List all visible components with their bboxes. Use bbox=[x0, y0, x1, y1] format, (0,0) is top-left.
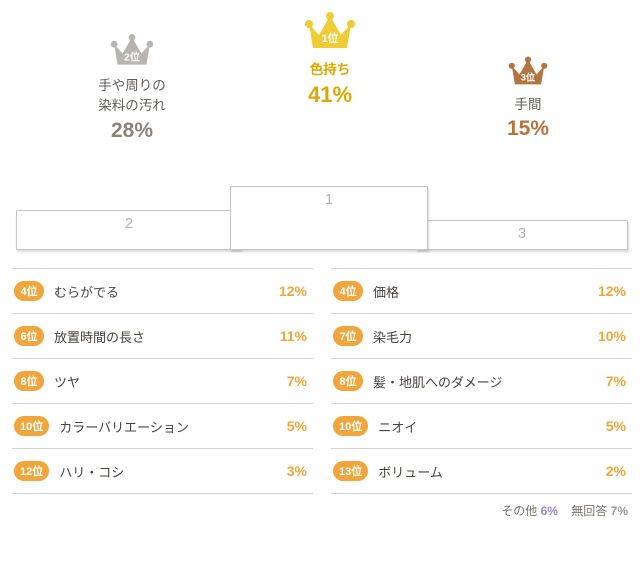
list-right: 4位価格12%7位染毛力10%8位髪・地肌へのダメージ7%10位ニオイ5%13位… bbox=[331, 268, 632, 494]
crown-icon-silver: 2位 bbox=[109, 32, 155, 70]
rank-badge: 7位 bbox=[333, 326, 363, 346]
rank-badge: 12位 bbox=[14, 461, 49, 481]
podium: 1位 色持ち 41% 2位 手や周りの 染料の汚れ 28% 3位 手間 15% … bbox=[12, 10, 632, 250]
podium-step-2: 2 bbox=[16, 210, 242, 250]
rank-badge: 10位 bbox=[14, 416, 49, 436]
list-item: 8位ツヤ7% bbox=[12, 359, 313, 404]
list-item: 10位ニオイ5% bbox=[331, 404, 632, 449]
rank-badge: 6位 bbox=[14, 326, 44, 346]
footer-noanswer-pct: 7% bbox=[611, 504, 628, 518]
row-label: ツヤ bbox=[54, 372, 287, 391]
list-item: 8位髪・地肌へのダメージ7% bbox=[331, 359, 632, 404]
row-label: ハリ・コシ bbox=[59, 462, 287, 481]
crown-icon-bronze: 3位 bbox=[507, 55, 549, 89]
footer-noanswer: 無回答 7% bbox=[571, 502, 628, 519]
list-item: 13位ボリューム2% bbox=[331, 449, 632, 494]
row-pct: 5% bbox=[287, 418, 307, 434]
top-second-label: 手や周りの 染料の汚れ bbox=[42, 76, 222, 117]
top-first-label: 色持ち bbox=[230, 60, 430, 80]
top-third-pct: 15% bbox=[440, 117, 616, 141]
crown-rank-1: 1位 bbox=[321, 31, 338, 45]
row-pct: 11% bbox=[280, 328, 307, 344]
row-pct: 3% bbox=[287, 463, 307, 479]
row-label: むらがでる bbox=[54, 282, 279, 301]
row-label: 染毛力 bbox=[373, 327, 598, 346]
row-label: 髪・地肌へのダメージ bbox=[373, 372, 606, 391]
podium-step-1: 1 bbox=[230, 186, 428, 250]
rank-badge: 13位 bbox=[333, 461, 368, 481]
row-pct: 5% bbox=[606, 418, 626, 434]
footer: その他 6% 無回答 7% bbox=[12, 502, 632, 519]
footer-other: その他 6% bbox=[501, 502, 558, 519]
footer-other-pct: 6% bbox=[541, 504, 558, 518]
list-item: 6位放置時間の長さ11% bbox=[12, 314, 313, 359]
row-pct: 12% bbox=[598, 283, 626, 299]
crown-rank-3: 3位 bbox=[521, 72, 536, 83]
rank-badge: 8位 bbox=[14, 371, 44, 391]
podium-third: 3位 手間 15% bbox=[440, 55, 616, 141]
list-item: 10位カラーバリエーション5% bbox=[12, 404, 313, 449]
list-item: 7位染毛力10% bbox=[331, 314, 632, 359]
row-pct: 7% bbox=[287, 373, 307, 389]
rank-badge: 4位 bbox=[14, 281, 44, 301]
list-left: 4位むらがでる12%6位放置時間の長さ11%8位ツヤ7%10位カラーバリエーショ… bbox=[12, 268, 313, 494]
row-pct: 10% bbox=[598, 328, 626, 344]
rank-badge: 4位 bbox=[333, 281, 363, 301]
top-third-label: 手間 bbox=[440, 95, 616, 115]
row-label: 放置時間の長さ bbox=[54, 327, 280, 346]
rank-badge: 10位 bbox=[333, 416, 368, 436]
row-pct: 7% bbox=[606, 373, 626, 389]
row-label: ボリューム bbox=[378, 462, 606, 481]
footer-noanswer-label: 無回答 bbox=[571, 504, 607, 518]
crown-rank-2: 2位 bbox=[124, 50, 140, 63]
rank-badge: 8位 bbox=[333, 371, 363, 391]
top-second-pct: 28% bbox=[42, 119, 222, 143]
list-item: 4位価格12% bbox=[331, 268, 632, 314]
podium-second: 2位 手や周りの 染料の汚れ 28% bbox=[42, 32, 222, 143]
list-item: 4位むらがでる12% bbox=[12, 268, 313, 314]
row-pct: 12% bbox=[279, 283, 307, 299]
footer-other-label: その他 bbox=[501, 504, 537, 518]
podium-step-3: 3 bbox=[416, 220, 628, 250]
list-item: 12位ハリ・コシ3% bbox=[12, 449, 313, 494]
ranked-lists: 4位むらがでる12%6位放置時間の長さ11%8位ツヤ7%10位カラーバリエーショ… bbox=[12, 268, 632, 494]
row-pct: 2% bbox=[606, 463, 626, 479]
podium-steps: 2 1 3 bbox=[16, 176, 628, 250]
top-first-pct: 41% bbox=[230, 82, 430, 108]
crown-icon-gold: 1位 bbox=[303, 10, 357, 54]
row-label: 価格 bbox=[373, 282, 598, 301]
podium-first: 1位 色持ち 41% bbox=[230, 10, 430, 108]
row-label: ニオイ bbox=[378, 417, 606, 436]
row-label: カラーバリエーション bbox=[59, 417, 287, 436]
